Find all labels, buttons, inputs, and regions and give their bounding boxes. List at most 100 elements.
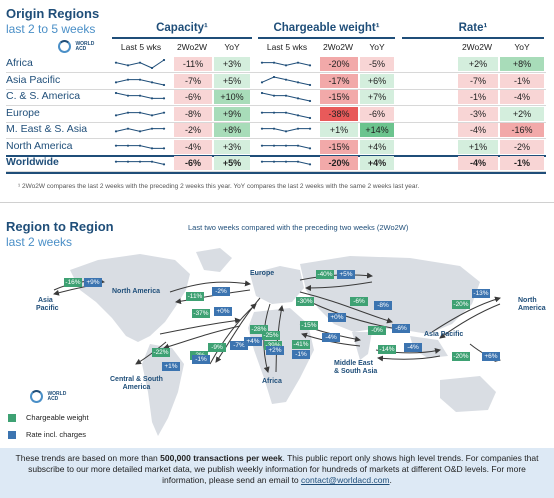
cell-yoy: -6%: [360, 106, 394, 121]
col-header: YoY: [514, 42, 530, 52]
cell-yoy: -1%: [500, 156, 544, 170]
sparkline-point: [284, 130, 288, 133]
logo-text-1: WORLD: [75, 40, 95, 47]
col-header: YoY: [369, 42, 385, 52]
sparkline-point: [284, 78, 288, 81]
col-header: 2Wo2W: [461, 42, 493, 52]
sparkline-point: [138, 160, 142, 163]
badge-naeu-b2: +0%: [214, 307, 232, 316]
badge-eur-g1: -40%: [316, 270, 334, 279]
cell-2wo2w: -20%: [320, 57, 358, 71]
row-label: Asia Pacific: [6, 73, 61, 86]
arrow: [439, 303, 501, 339]
region-label-line: North America: [112, 288, 160, 295]
sparkline-point: [296, 144, 300, 147]
sparkline-point: [126, 144, 130, 147]
sparkline-point: [114, 80, 118, 83]
sparkline: [260, 59, 312, 69]
sparkline-point: [296, 127, 300, 130]
sparkline-point: [296, 97, 300, 100]
arrow: [135, 341, 167, 365]
sparkline: [114, 125, 166, 135]
region-north-america-right: North America: [518, 297, 546, 313]
cell-2wo2w: -4%: [458, 123, 498, 137]
sparkline-point: [162, 97, 166, 100]
cell-yoy: -4%: [500, 90, 544, 104]
region-label-line: Central & South: [110, 376, 163, 383]
badge-apna-g: -16%: [64, 278, 82, 287]
badge-eur-b4: +0%: [328, 313, 346, 322]
row-label: Africa: [6, 57, 33, 69]
worldacd-logo-icon: [58, 40, 71, 54]
sparkline: [260, 125, 312, 135]
col-header: Last 5 wks: [120, 42, 162, 52]
row-label: C. & S. America: [6, 90, 81, 102]
sparkline-point: [296, 80, 300, 83]
cell-yoy: +5%: [214, 73, 250, 88]
sparkline-point: [260, 80, 264, 83]
info-text-b: 500,000 transactions per week: [160, 453, 283, 463]
sparkline-point: [138, 78, 142, 81]
row-divider: [6, 105, 546, 106]
sparkline-point: [138, 130, 142, 133]
r2r-title: Region to Region: [6, 219, 114, 234]
sparkline: [114, 92, 166, 102]
sparkline-point: [114, 61, 118, 64]
col-header: YoY: [224, 42, 240, 52]
region-asia-pacific-right: Asia Pacific: [424, 331, 463, 339]
sparkline-point: [126, 160, 130, 163]
logo-text-2: ACD: [47, 395, 59, 402]
badge-apr-g: -20%: [452, 300, 470, 309]
sparkline-point: [272, 61, 276, 64]
cell-yoy: +9%: [214, 106, 250, 121]
sparkline-point: [284, 144, 288, 147]
arrow: [169, 280, 251, 293]
europe-shape: [250, 266, 304, 304]
cell-2wo2w: -11%: [174, 57, 212, 71]
sparkline-point: [272, 94, 276, 97]
sparkline-point: [126, 111, 130, 114]
sparkline: [260, 142, 312, 152]
info-text: These trends are based on more than 500,…: [10, 453, 544, 486]
badge-eur-g2: -30%: [296, 297, 314, 306]
region-north-america: North America: [112, 288, 160, 296]
map-title: Last two weeks compared with the precedi…: [188, 223, 409, 232]
cell-yoy: +8%: [500, 57, 544, 71]
sparkline-point: [126, 94, 130, 97]
region-label-line: Africa: [262, 378, 282, 385]
logo-text-1: WORLD: [47, 390, 67, 397]
cell-2wo2w: -7%: [174, 73, 212, 88]
badge-af-g3: -39%: [264, 341, 282, 350]
sparkline-point: [272, 127, 276, 130]
badge-cs-b3: -1%: [192, 355, 210, 364]
sparkline-point: [162, 111, 166, 114]
sparkline: [114, 158, 166, 168]
sparkline-path: [261, 92, 311, 102]
badge-af-b1: +4%: [244, 337, 262, 346]
region-label-line: America: [518, 305, 546, 312]
sparkline-point: [126, 127, 130, 130]
badge-af-g4: -41%: [292, 340, 310, 349]
section-divider: [0, 202, 554, 203]
arrow: [431, 296, 501, 333]
sparkline: [114, 59, 166, 69]
badge-af-b2: +2%: [266, 346, 284, 355]
region-label-line: Europe: [250, 270, 275, 277]
sparkline-point: [284, 94, 288, 97]
chargeable-weight-title-rule: [258, 37, 395, 39]
sparkline: [114, 109, 166, 119]
contact-email-link[interactable]: contact@worldacd.com: [301, 475, 390, 485]
r2r-subtitle: last 2 weeks: [6, 235, 73, 249]
sparkline-point: [114, 92, 118, 95]
cell-2wo2w: -15%: [320, 90, 358, 104]
sparkline-point: [138, 111, 142, 114]
australia-shape: [440, 376, 496, 412]
badge-naeu-g1: -11%: [186, 292, 204, 301]
row-label: Europe: [6, 106, 40, 119]
sparkline-point: [162, 59, 166, 62]
sparkline-point: [150, 127, 154, 130]
badge-naeu-b1: -2%: [212, 287, 230, 296]
arrow: [299, 291, 393, 324]
logo-text-2: ACD: [75, 45, 87, 52]
sparkline-point: [150, 146, 154, 149]
